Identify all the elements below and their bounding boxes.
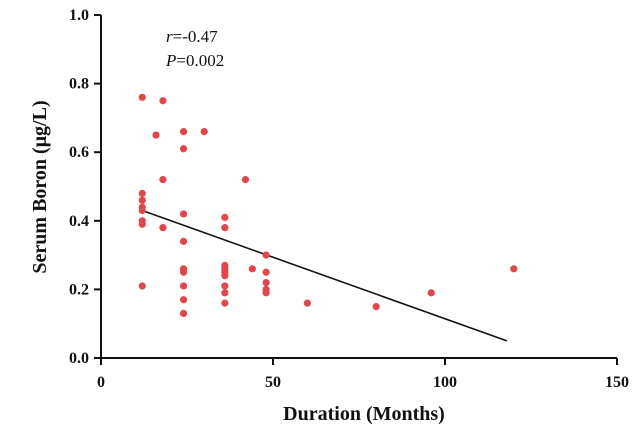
data-point (179, 210, 188, 218)
data-point (427, 289, 435, 297)
data-point (221, 282, 229, 290)
data-point (221, 272, 229, 280)
data-point (262, 251, 270, 259)
data-point (221, 224, 229, 232)
data-point (179, 309, 188, 318)
data-point (138, 206, 146, 215)
data-point (159, 224, 167, 232)
data-point (372, 302, 380, 311)
x-tick-label: 100 (433, 374, 457, 391)
y-axis-title: Serum Boron (μg/L) (29, 100, 51, 273)
r-value: =-0.47 (173, 27, 218, 46)
y-tick-label: 0.6 (69, 144, 89, 161)
data-point (138, 93, 146, 101)
y-axis-ticks: 0.0 0.2 0.4 0.6 0.8 1.0 (69, 7, 101, 367)
p-symbol: P (165, 51, 176, 70)
p-value: =0.002 (176, 51, 224, 70)
x-tick-label: 0 (97, 374, 105, 391)
x-tick-label: 150 (605, 374, 629, 391)
data-point (303, 299, 311, 307)
correlation-annotation: r=-0.47 P=0.002 (165, 27, 224, 70)
data-point (248, 265, 256, 273)
r-annotation: r=-0.47 (166, 27, 218, 46)
plot-area (138, 93, 518, 342)
data-point (179, 296, 188, 304)
data-point (179, 237, 188, 245)
x-axis-ticks: 0 50 100 150 (97, 358, 629, 391)
data-point (510, 265, 518, 273)
data-point (138, 189, 146, 197)
data-point (159, 176, 167, 184)
data-point (179, 145, 188, 153)
data-point (138, 220, 146, 228)
data-point (159, 97, 167, 105)
x-axis-title: Duration (Months) (283, 403, 445, 425)
r-symbol: r (166, 27, 173, 46)
data-point (262, 289, 270, 297)
p-annotation: P=0.002 (165, 51, 224, 70)
data-point (179, 128, 188, 136)
data-point (262, 268, 270, 276)
data-point (262, 278, 270, 287)
data-point (152, 131, 160, 139)
data-point (138, 282, 146, 290)
data-point (138, 196, 146, 204)
y-tick-label: 0.4 (69, 213, 89, 230)
data-point (179, 282, 188, 290)
y-tick-label: 0.2 (69, 281, 89, 298)
data-point (221, 213, 229, 221)
data-point (241, 176, 250, 184)
data-point (179, 268, 188, 276)
data-point (221, 299, 229, 307)
data-point (200, 128, 208, 136)
y-tick-label: 0.8 (69, 76, 89, 93)
regression-line (142, 209, 508, 342)
y-tick-label: 0.0 (69, 350, 89, 367)
x-tick-label: 50 (265, 374, 281, 391)
y-tick-label: 1.0 (69, 7, 89, 24)
data-point (221, 289, 229, 297)
